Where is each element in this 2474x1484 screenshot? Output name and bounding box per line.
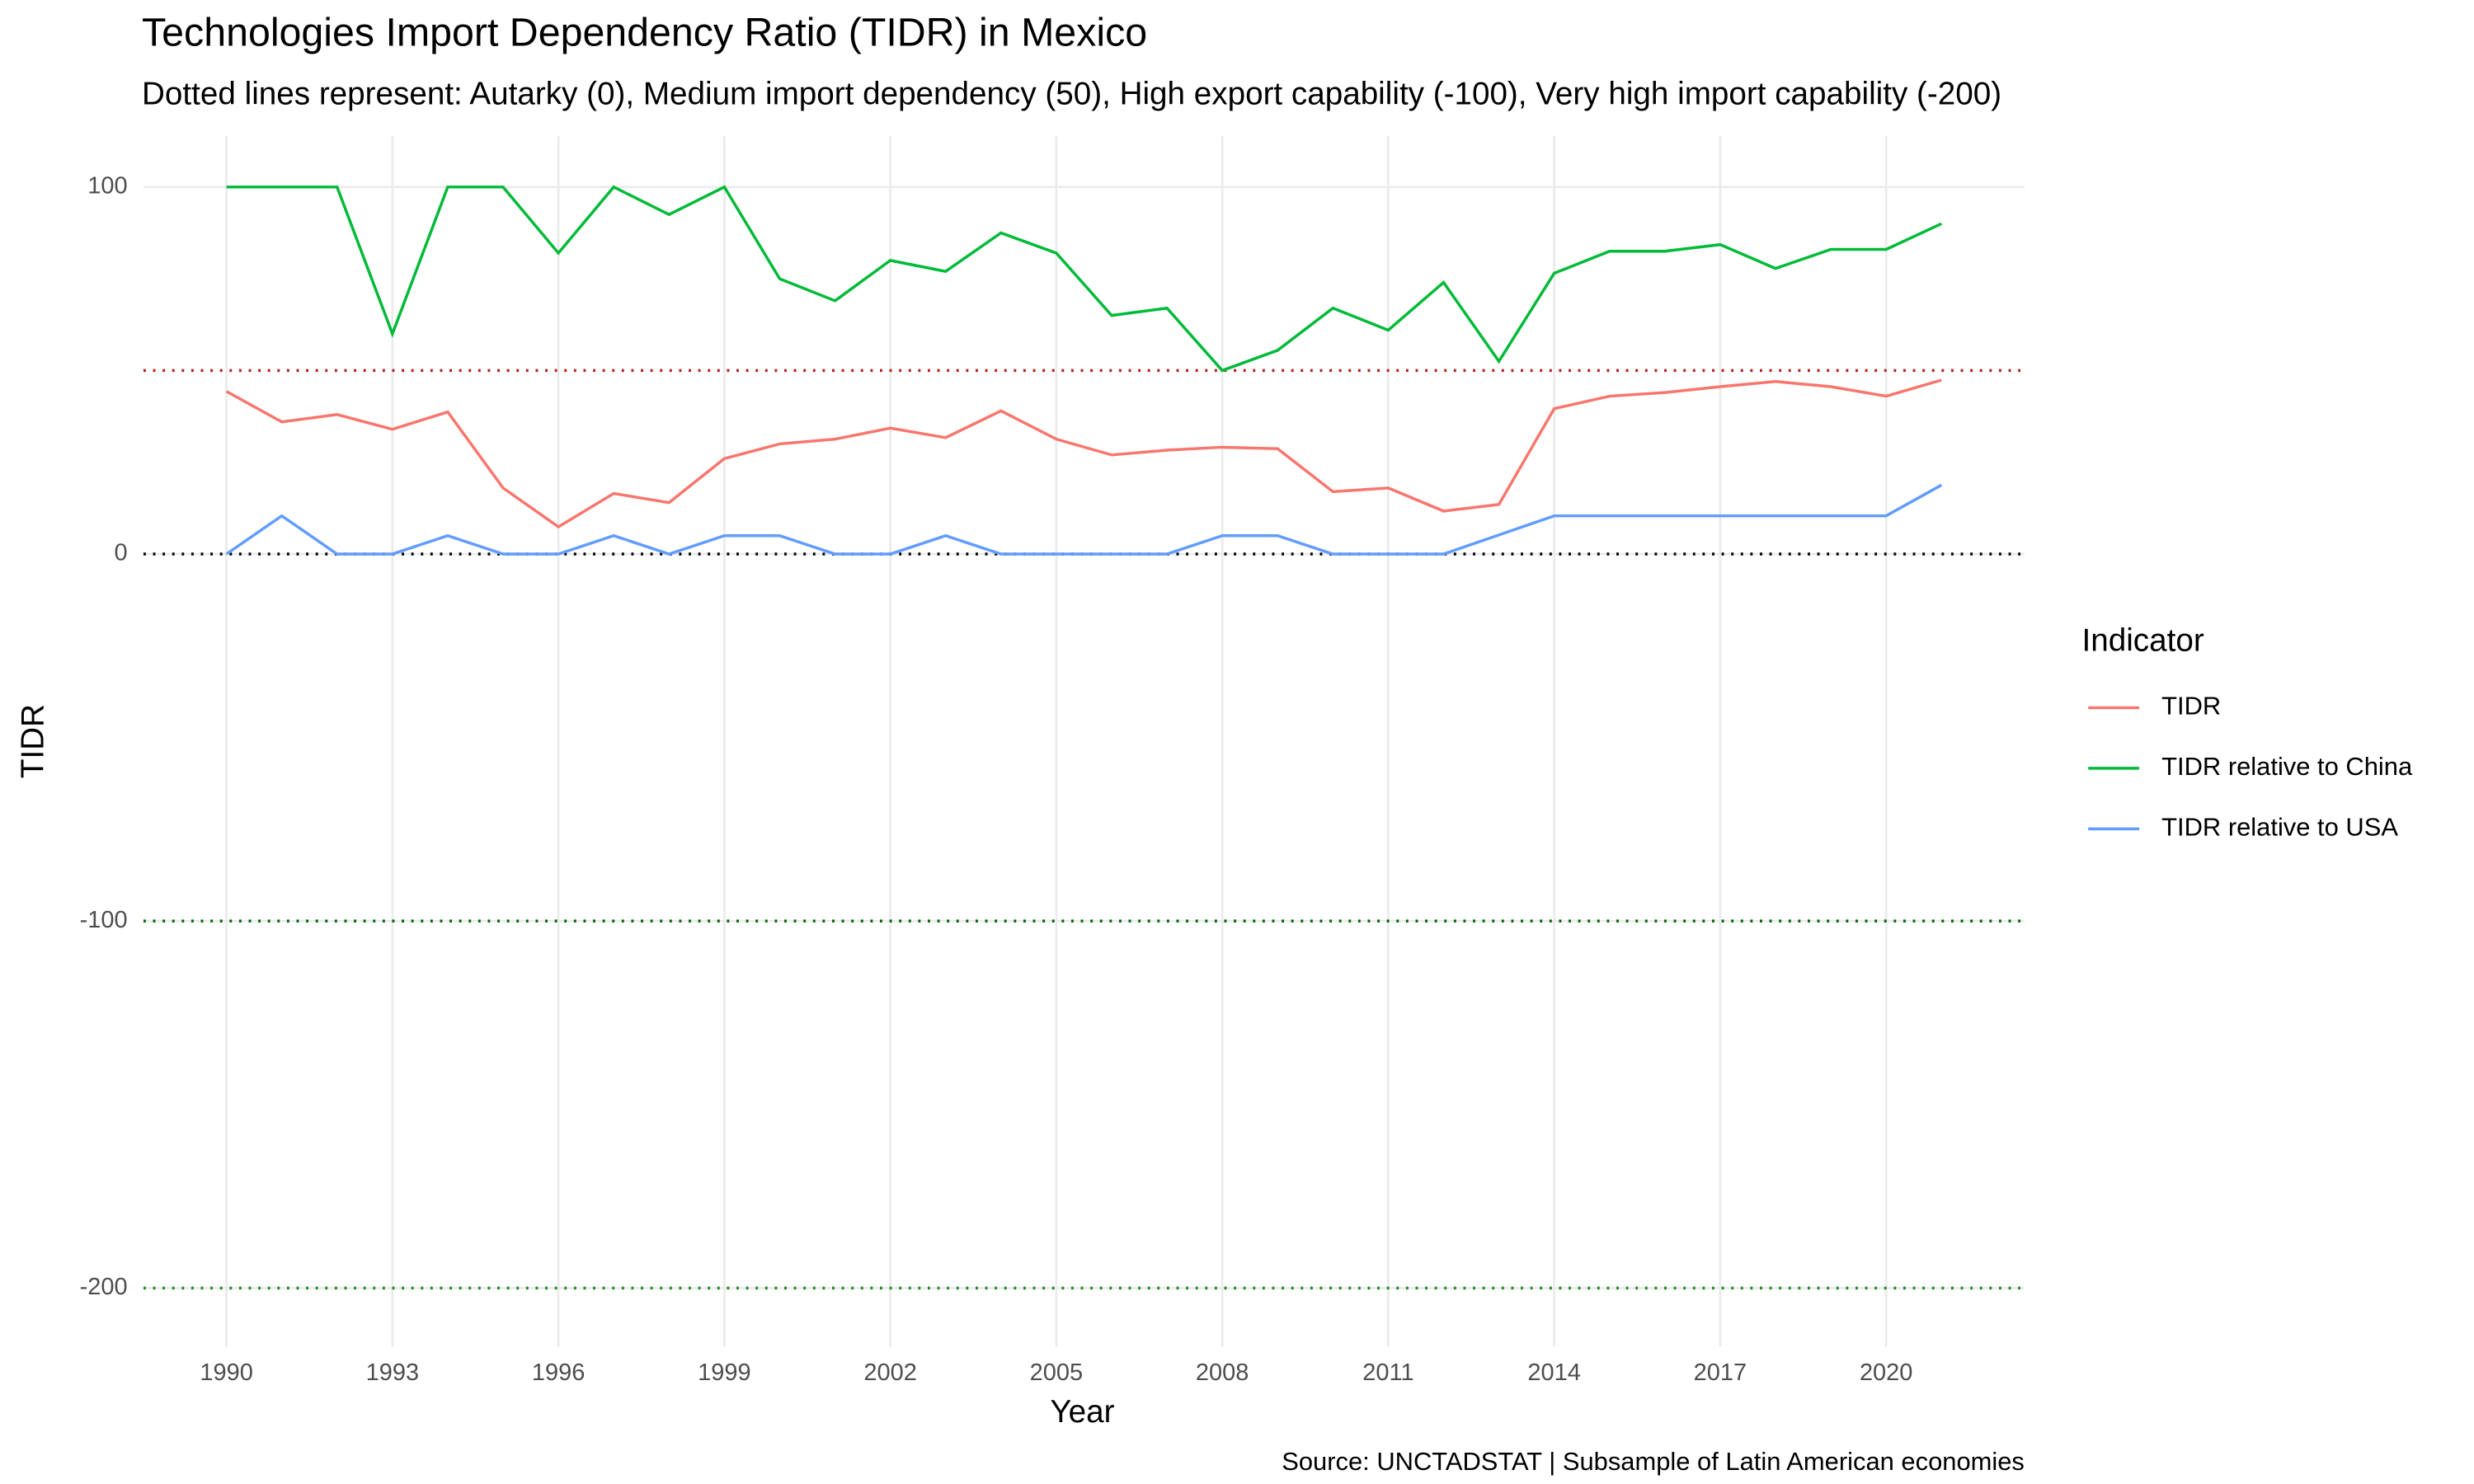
series-line	[226, 185, 1942, 373]
x-tick-label: 2020	[1860, 1360, 1912, 1386]
legend-label: TIDR	[2161, 692, 2221, 721]
y-tick-label: -100	[80, 907, 128, 933]
chart-subtitle: Dotted lines represent: Autarky (0), Med…	[142, 76, 2001, 111]
x-tick-label: 2017	[1694, 1360, 1747, 1386]
y-tick-label: 100	[87, 172, 127, 199]
x-axis-label: Year	[1050, 1394, 1114, 1430]
series-line	[225, 483, 1943, 556]
x-tick-label: 1996	[532, 1360, 585, 1386]
series-line	[225, 378, 1942, 529]
caption: Source: UNCTADSTAT | Subsample of Latin …	[1282, 1447, 2025, 1476]
x-tick-label: 1990	[200, 1360, 252, 1386]
legend-label: TIDR relative to China	[2161, 752, 2413, 781]
chart-title: Technologies Import Dependency Ratio (TI…	[142, 10, 1147, 54]
x-tick-label: 2008	[1196, 1360, 1249, 1386]
x-tick-label: 2002	[863, 1360, 916, 1386]
y-tick-label: 0	[115, 540, 128, 566]
x-tick-label: 2011	[1362, 1360, 1413, 1386]
y-tick-label: -200	[80, 1274, 128, 1300]
x-tick-label: 2005	[1030, 1360, 1083, 1386]
x-tick-label: 2014	[1527, 1360, 1580, 1386]
y-axis-label: TIDR	[16, 704, 51, 778]
legend-title: Indicator	[2081, 622, 2204, 658]
x-tick-label: 1993	[366, 1360, 419, 1386]
legend-label: TIDR relative to USA	[2161, 813, 2398, 842]
x-tick-label: 1999	[698, 1360, 750, 1386]
